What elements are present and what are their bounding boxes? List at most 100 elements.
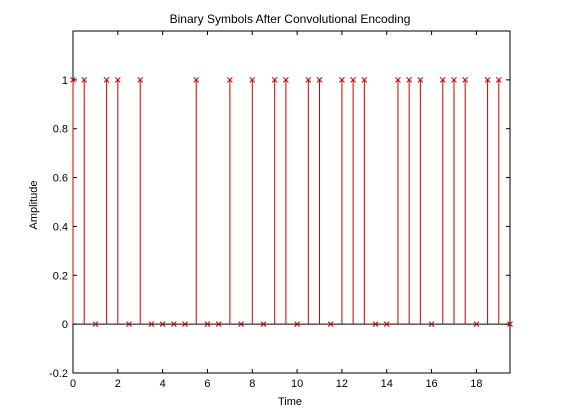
marker-stroke: [283, 77, 289, 83]
marker-stroke: [159, 321, 166, 327]
stem-marker: [283, 77, 289, 83]
stem-marker: [294, 321, 300, 327]
marker-stroke: [495, 77, 502, 83]
stem-marker: [170, 321, 177, 327]
y-tick-label: -0.2: [49, 368, 68, 380]
plot-frame: [72, 30, 511, 374]
stem-marker: [484, 77, 491, 83]
stem-marker: [305, 77, 312, 83]
marker-stroke: [451, 77, 457, 83]
marker-stroke: [327, 321, 334, 327]
x-tick-label: 4: [160, 378, 166, 390]
marker-stroke: [473, 321, 480, 327]
marker-stroke: [204, 321, 211, 327]
stem-marker: [473, 321, 480, 327]
marker-stroke: [114, 77, 121, 83]
stem-marker: [159, 321, 166, 327]
marker-stroke: [350, 77, 356, 83]
marker-stroke: [271, 77, 278, 83]
y-axis-label: Amplitude: [28, 181, 40, 230]
marker-stroke: [193, 77, 200, 83]
y-tick-label: 1: [62, 75, 68, 87]
stem-marker: [417, 77, 424, 83]
stem-marker: [238, 321, 244, 327]
marker-stroke: [81, 77, 88, 83]
stem-marker: [271, 77, 278, 83]
stem-marker: [103, 77, 110, 83]
stem-marker: [70, 77, 76, 83]
stem-marker: [137, 77, 144, 83]
marker-stroke: [182, 321, 188, 327]
stem-marker: [193, 77, 200, 83]
y-tick-label: 0.4: [53, 221, 68, 233]
marker-stroke: [507, 321, 513, 327]
stem-marker: [327, 321, 334, 327]
marker-stroke: [249, 77, 256, 83]
x-tick-label: 0: [70, 378, 76, 390]
stem-marker: [372, 321, 379, 327]
marker-stroke: [294, 321, 300, 327]
marker-stroke: [148, 321, 155, 327]
marker-stroke: [406, 77, 413, 83]
marker-stroke: [103, 77, 110, 83]
x-tick-label: 8: [249, 378, 255, 390]
marker-stroke: [70, 77, 76, 83]
marker-stroke: [260, 321, 267, 327]
stem-marker: [92, 321, 99, 327]
stem-marker: [361, 77, 368, 83]
marker-stroke: [305, 77, 312, 83]
x-tick-label: 14: [381, 378, 393, 390]
x-tick-label: 2: [115, 378, 121, 390]
stem-marker: [428, 321, 435, 327]
marker-stroke: [361, 77, 368, 83]
chart-title: Binary Symbols After Convolutional Encod…: [170, 12, 411, 26]
stem-marker: [215, 321, 222, 327]
y-tick-label: 0.2: [53, 270, 68, 282]
marker-stroke: [316, 77, 323, 83]
stem-marker: [462, 77, 469, 83]
stem-marker: [260, 321, 267, 327]
stem-marker: [383, 321, 390, 327]
marker-stroke: [227, 77, 233, 83]
stem-marker: [339, 77, 345, 83]
stem-marker: [126, 321, 132, 327]
stem-marker: [114, 77, 121, 83]
marker-stroke: [428, 321, 435, 327]
stem-marker: [395, 77, 401, 83]
x-tick-label: 10: [291, 378, 303, 390]
stem-marker: [81, 77, 88, 83]
marker-stroke: [126, 321, 132, 327]
y-tick-label: 0: [62, 319, 68, 331]
marker-stroke: [462, 77, 469, 83]
stem-marker: [204, 321, 211, 327]
marker-stroke: [383, 321, 390, 327]
marker-stroke: [417, 77, 424, 83]
plot-layer: 0 2 4 6 8 10 12 14 16 18-0.200.20.40.60.81: [49, 30, 513, 390]
marker-stroke: [238, 321, 244, 327]
stem-marker: [316, 77, 323, 83]
y-tick-label: 0.8: [53, 124, 68, 136]
marker-stroke: [395, 77, 401, 83]
x-axis-label: Time: [278, 396, 302, 408]
stem-marker: [439, 77, 446, 83]
x-tick-label: 6: [204, 378, 210, 390]
stem-marker: [451, 77, 457, 83]
stem-marker: [350, 77, 356, 83]
marker-stroke: [215, 321, 222, 327]
y-tick-label: 0.6: [53, 173, 68, 185]
stem-marker: [406, 77, 413, 83]
marker-stroke: [137, 77, 144, 83]
stem-marker: [148, 321, 155, 327]
marker-stroke: [372, 321, 379, 327]
stem-marker: [249, 77, 256, 83]
marker-stroke: [92, 321, 99, 327]
marker-stroke: [484, 77, 491, 83]
marker-stroke: [439, 77, 446, 83]
x-tick-label: 12: [336, 378, 348, 390]
x-tick-label: 16: [425, 378, 437, 390]
x-tick-label: 18: [470, 378, 482, 390]
marker-stroke: [170, 321, 177, 327]
stem-marker: [495, 77, 502, 83]
